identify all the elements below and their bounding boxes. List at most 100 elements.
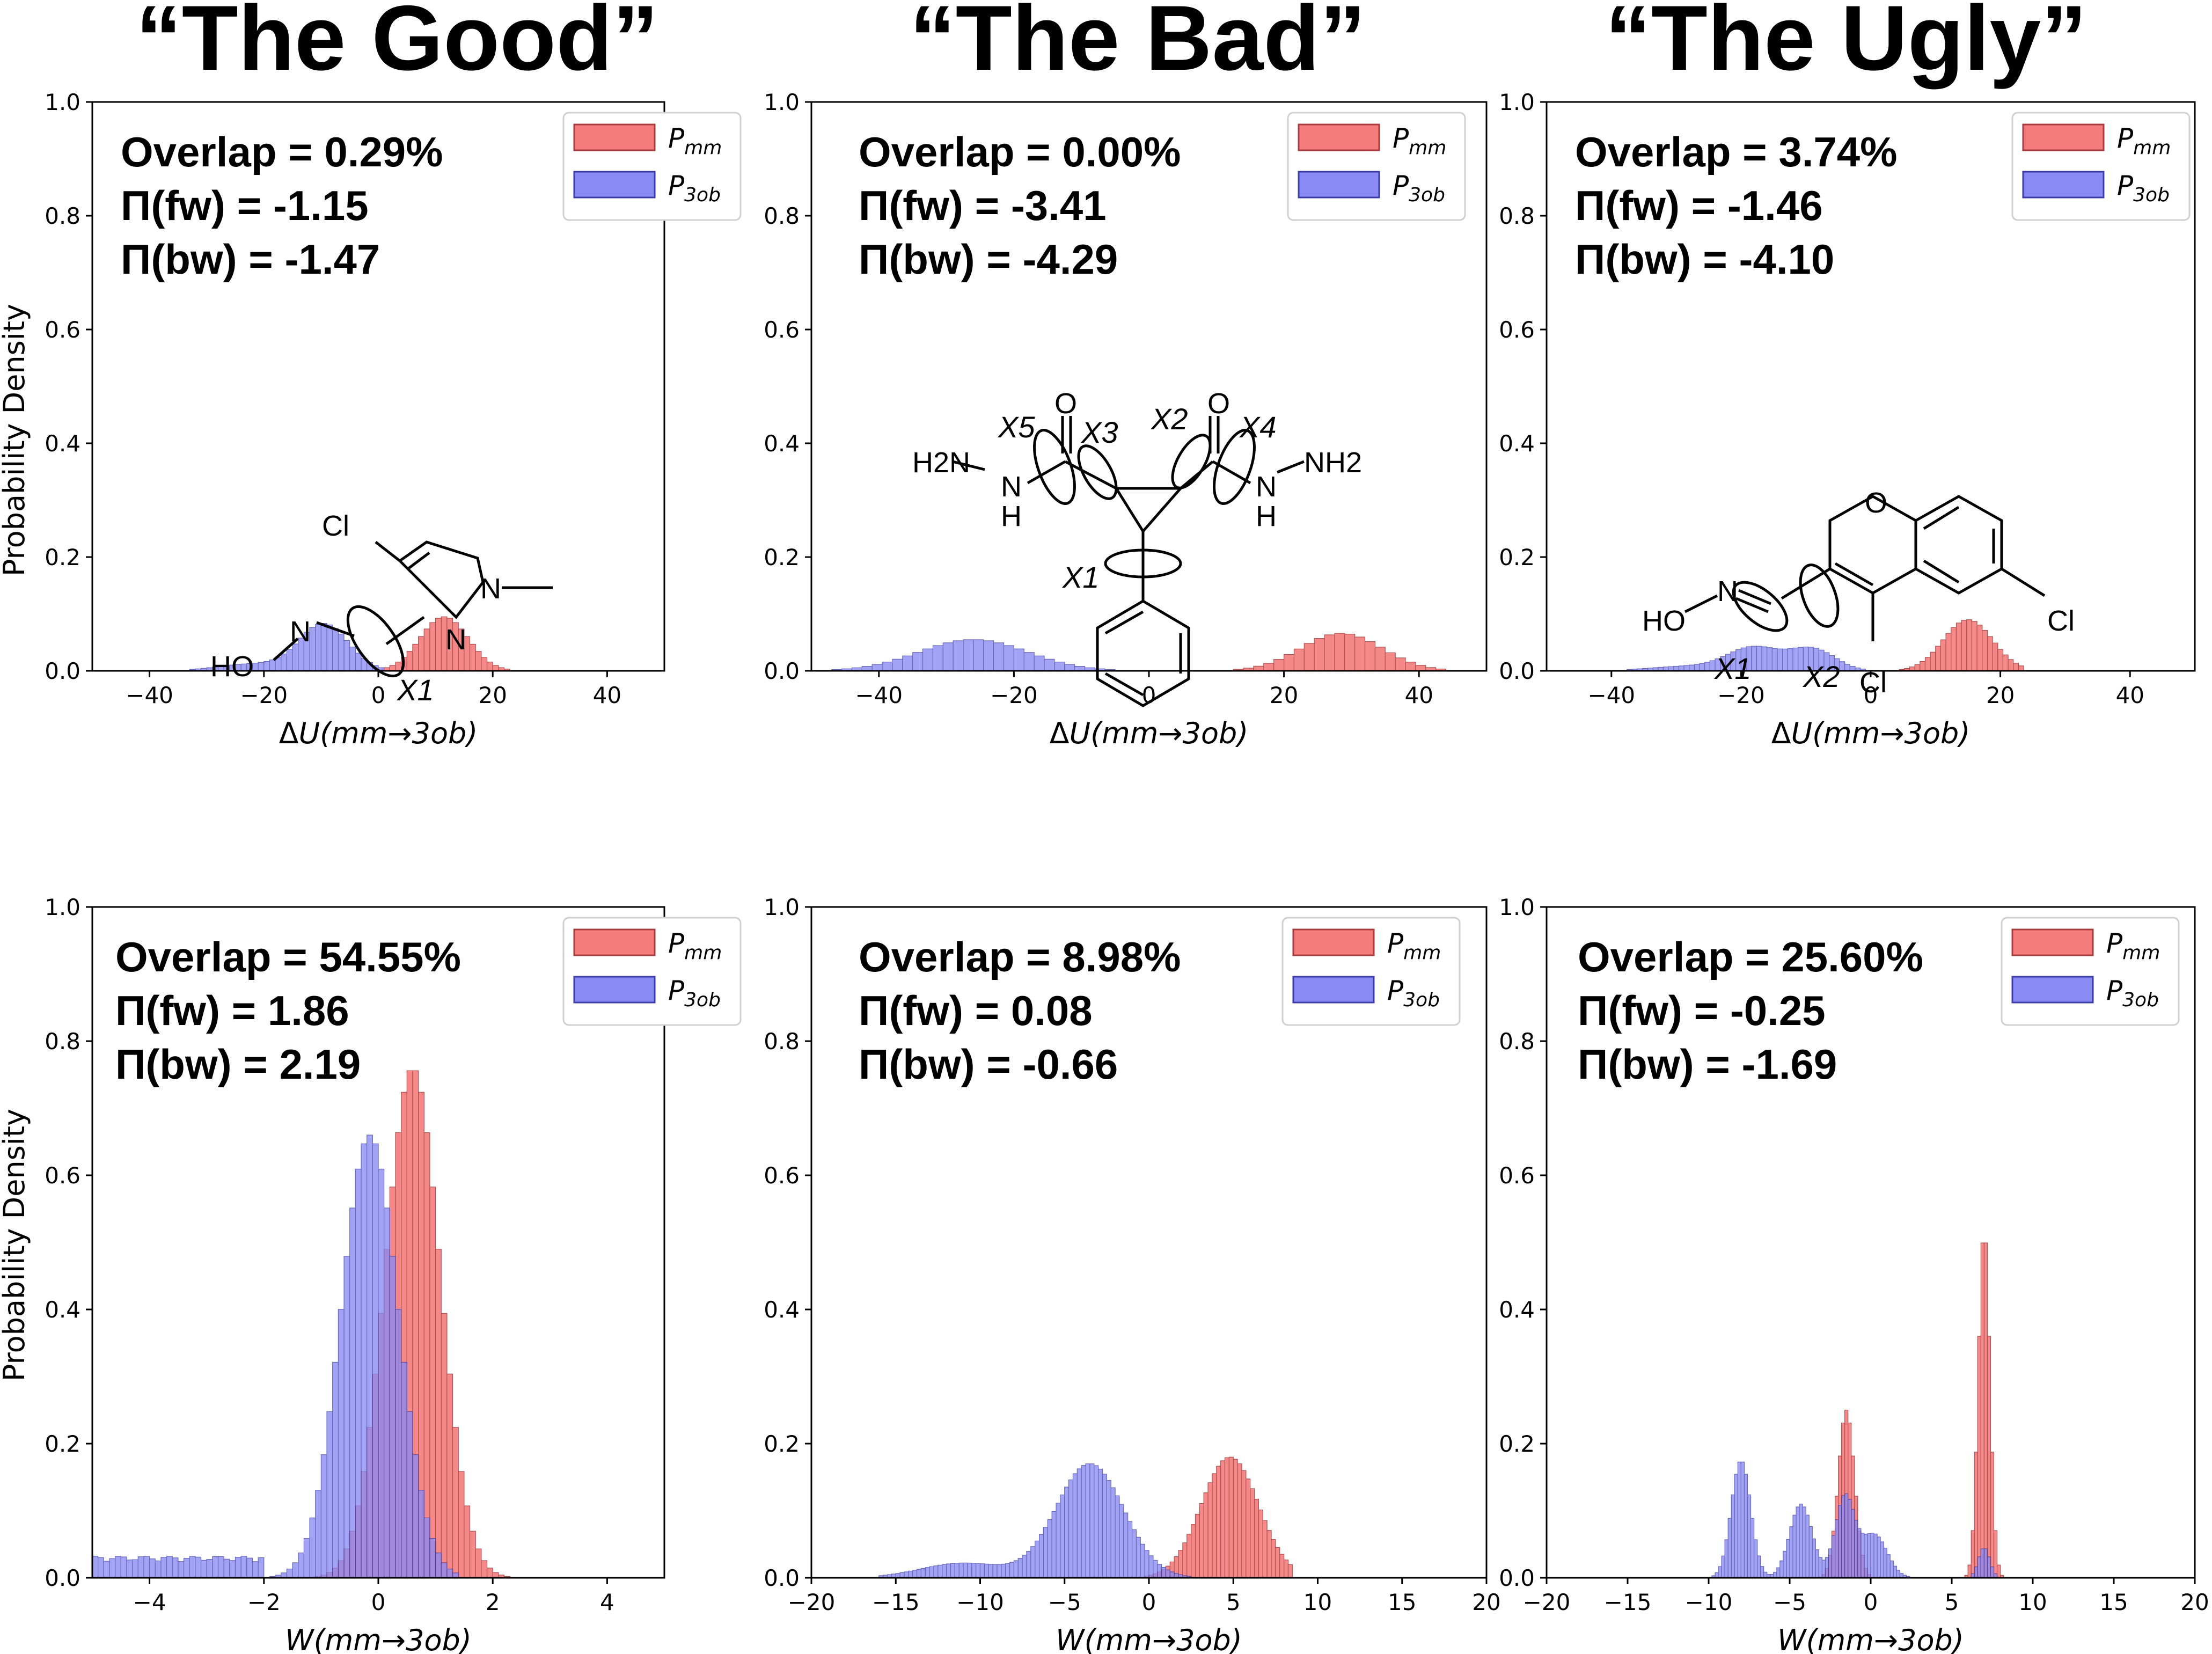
histogram-bar	[343, 640, 350, 671]
histogram-bar	[1818, 1557, 1823, 1578]
legend-label: Pmm	[1393, 123, 1446, 159]
y-tick-label: 0.6	[764, 317, 800, 343]
histogram-bar	[1704, 662, 1711, 671]
pyrazole-ring	[398, 540, 485, 619]
histogram-bar	[1786, 1539, 1790, 1578]
histogram-bar	[1005, 1563, 1010, 1578]
histogram-bar	[229, 1560, 236, 1578]
histogram-bar	[263, 661, 270, 671]
histogram-bar	[1034, 655, 1045, 671]
histogram-bar	[395, 1309, 402, 1578]
atom-h-right: H	[1256, 500, 1277, 532]
atom-n-right: N	[1256, 471, 1277, 503]
histogram-bar	[189, 1556, 196, 1578]
histogram-bar	[1699, 663, 1705, 671]
histogram-bar	[1844, 1493, 1849, 1578]
histogram-bar	[446, 1373, 453, 1578]
histogram-bar	[1131, 1529, 1137, 1578]
histogram-bar	[389, 1256, 396, 1578]
histogram-bar	[292, 643, 299, 671]
histogram-bar	[997, 1564, 1002, 1578]
histogram-bar	[1110, 1487, 1116, 1578]
histogram-bar	[355, 1168, 362, 1578]
histogram-bar	[149, 1558, 156, 1578]
legend-label: P3ob	[2117, 170, 2170, 206]
histogram-bar	[922, 648, 934, 671]
atom-n-left: N	[1001, 471, 1022, 503]
histogram-bar	[1228, 1457, 1234, 1578]
histogram-bar	[967, 1562, 972, 1578]
torsion-label-x2: X2	[1150, 402, 1188, 436]
x-axis-label: ΔU(mm→3ob)	[279, 716, 478, 750]
y-tick-label: 0.2	[45, 1431, 80, 1457]
y-tick-label: 0.2	[45, 544, 80, 570]
histogram-bar	[1851, 1509, 1855, 1578]
stat-line: Overlap = 8.98%	[859, 933, 1181, 980]
x-tick-label: −10	[1685, 1589, 1733, 1615]
y-tick-label: 0.8	[764, 203, 800, 229]
panel-good-W: −4 −2 0 2 4 0.0 0.2 0.4 0.6 0.8 1.0 W(mm→3ob) Overla…	[45, 894, 742, 1654]
x-tick-label: −40	[1587, 682, 1635, 708]
y-tick-label: 0.0	[45, 1565, 80, 1591]
histogram-bar	[1987, 1336, 1991, 1578]
legend-label: Pmm	[1387, 928, 1441, 964]
histogram-bar	[475, 651, 482, 671]
histogram-bar	[1767, 647, 1772, 671]
histogram-bar	[235, 1557, 241, 1578]
histogram-bar	[435, 618, 442, 671]
histogram-bar	[418, 1490, 424, 1578]
histogram-bar	[338, 633, 345, 671]
histogram-bar	[469, 643, 476, 671]
histogram-bar	[1044, 658, 1055, 671]
phenyl-ring	[1096, 599, 1190, 707]
histogram-bar	[971, 1563, 977, 1578]
x-tick-label: 0	[371, 1589, 386, 1615]
histogram-bar	[1246, 1479, 1251, 1578]
y-tick-label: 0.4	[1499, 1297, 1535, 1323]
histogram-bar	[1178, 1550, 1183, 1578]
histogram-bar	[1796, 1506, 1800, 1578]
histogram-bar	[953, 640, 964, 671]
histogram-bar	[1974, 1452, 1978, 1578]
legend-swatch	[1292, 928, 1375, 956]
histogram-bar	[1757, 1555, 1761, 1578]
atom-n: N	[1717, 575, 1738, 608]
histogram-bar	[1354, 636, 1366, 671]
phenyl-double-bonds	[1104, 610, 1182, 697]
histogram-bar	[446, 1569, 453, 1578]
histogram-bar	[1831, 1535, 1836, 1578]
ch-bond	[385, 616, 425, 646]
histogram-bar	[1102, 1474, 1107, 1578]
histogram-bar	[1782, 648, 1788, 671]
histogram-bar	[120, 1556, 127, 1578]
x-axis-label: ΔU(mm→3ob)	[1771, 716, 1971, 750]
histogram-bar	[1839, 661, 1845, 671]
histogram-bar	[1030, 1546, 1036, 1578]
histogram-bar	[1886, 1554, 1891, 1578]
histogram-bar	[343, 1256, 350, 1578]
series-p-3ob	[831, 639, 1116, 671]
histogram-bar	[1993, 1530, 1998, 1578]
stat-line: Overlap = 25.60%	[1578, 933, 1923, 980]
histogram-bar	[1022, 1555, 1027, 1578]
histogram-bar	[1068, 1479, 1074, 1578]
legend-swatch	[573, 976, 656, 1004]
histogram-bar	[1977, 1556, 1981, 1578]
series-p-3ob	[878, 1463, 1192, 1578]
x-axis-label: W(mm→3ob)	[1056, 1623, 1242, 1654]
x-tick-label: 15	[2099, 1589, 2128, 1615]
histogram-bar	[1997, 649, 2004, 671]
histogram-bar	[240, 1556, 247, 1578]
x-tick-label: 5	[1945, 1589, 1959, 1615]
histogram-bar	[1207, 1482, 1213, 1578]
series-p-mm	[1899, 619, 2024, 671]
histogram-bar	[904, 1571, 909, 1578]
x-axis-label: W(mm→3ob)	[1777, 1623, 1964, 1654]
histogram-bar	[1250, 1488, 1255, 1578]
oh-bond	[1684, 594, 1718, 613]
histogram-bar	[1169, 1571, 1175, 1578]
histogram-bar	[1983, 1242, 1988, 1578]
stat-line: Π(bw) = -0.66	[859, 1041, 1118, 1088]
histogram-bar	[1940, 639, 1946, 671]
histogram-bar	[916, 1569, 922, 1578]
